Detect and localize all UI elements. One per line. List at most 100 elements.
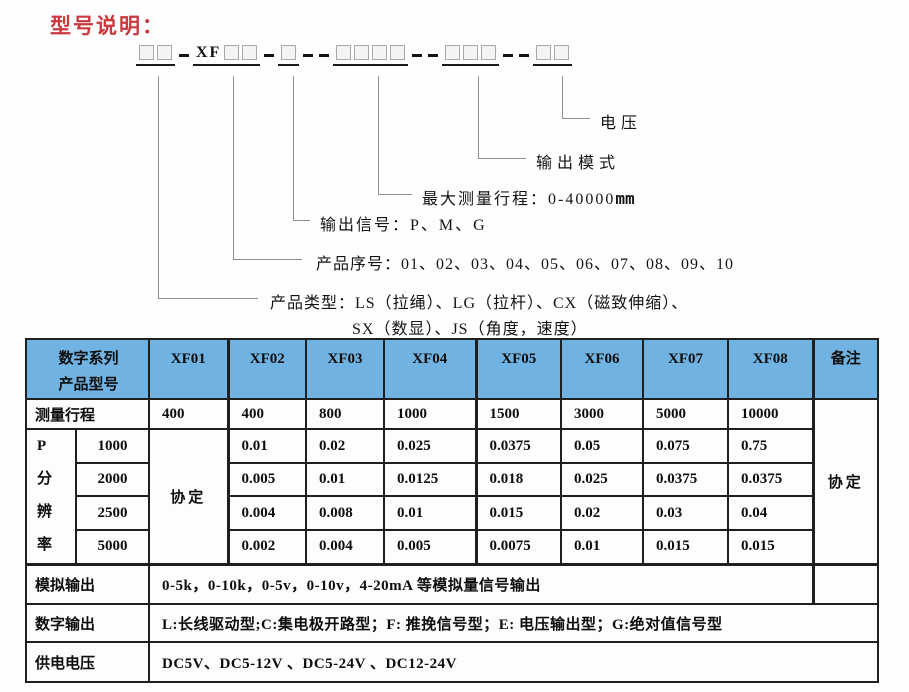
output-mode-label: 输出模式	[536, 155, 621, 172]
res-5000-xf06: 0.01	[560, 529, 645, 565]
connector-line	[478, 76, 480, 158]
connector-line	[293, 76, 295, 220]
model-segment-0	[136, 45, 175, 66]
connector-line	[158, 76, 160, 298]
table-header-series-model: 数字系列 产品型号	[24, 338, 151, 400]
header-cell-remark: 备注	[811, 338, 880, 400]
product-serial-label: 产品序号：01、02、03、04、05、06、07、08、09、10	[316, 256, 735, 273]
model-segment-4	[278, 45, 300, 66]
res-2000-xf07: 0.0375	[642, 462, 730, 497]
blank-box	[139, 45, 154, 60]
connector-line	[293, 220, 310, 222]
page-title: 型号说明：	[50, 15, 165, 38]
resolution-level-2500: 2500	[74, 495, 151, 531]
connector-line	[233, 76, 235, 259]
blank-box	[463, 45, 479, 60]
header-cell-xf03: XF03	[305, 338, 386, 400]
dash-separator	[412, 53, 439, 67]
model-segment-2: XF	[193, 44, 261, 66]
res-1000-xf08: 0.75	[727, 428, 815, 464]
row-text-2: DC5V、DC5-12V 、DC5-24V 、DC12-24V	[148, 641, 880, 683]
connector-line	[158, 298, 258, 300]
blank-box	[336, 45, 352, 60]
blank-box	[390, 45, 406, 60]
dash	[412, 53, 423, 57]
product-type-label: 产品类型：LS（拉绳）、LG（拉杆）、CX（磁致伸缩）、 SX（数显）、JS（角…	[270, 289, 688, 339]
remark-merged-cell: 协定	[811, 398, 880, 565]
res-5000-xf05: 0.0075	[474, 529, 563, 565]
header-cell-xf05: XF05	[474, 338, 563, 400]
model-segment-8	[442, 45, 500, 66]
resolution-level-5000: 5000	[74, 529, 151, 565]
blank-box	[242, 45, 258, 60]
res-2500-xf04: 0.01	[383, 495, 478, 531]
dash-separator	[303, 53, 330, 67]
connector-line	[478, 158, 526, 160]
header-line: 产品型号	[58, 377, 119, 393]
blank-box	[445, 45, 461, 60]
max-travel-text: 最大测量行程：0-40000	[422, 191, 616, 208]
res-5000-xf04: 0.005	[383, 529, 478, 565]
header-line: 数字系列	[58, 351, 119, 367]
connector-line	[378, 194, 412, 196]
model-prefix-xf: XF	[196, 44, 222, 61]
res-2500-xf06: 0.02	[560, 495, 645, 531]
res-2500-xf08: 0.04	[727, 495, 815, 531]
header-cell-xf01: XF01	[148, 338, 230, 400]
max-travel-label: 最大测量行程：0-40000mm	[422, 185, 635, 209]
header-cell-xf02: XF02	[226, 338, 308, 400]
dash-separator	[179, 53, 189, 67]
res-2500-xf07: 0.03	[642, 495, 730, 531]
connector-line	[562, 76, 564, 118]
connector-line	[562, 118, 590, 120]
header-cell-xf07: XF07	[642, 338, 730, 400]
blank-box	[554, 45, 570, 60]
blank-box	[354, 45, 370, 60]
res-1000-xf02: 0.01	[226, 428, 308, 464]
res-2500-xf02: 0.004	[226, 495, 308, 531]
travel-xf05: 1500	[474, 398, 563, 430]
res-1000-xf06: 0.05	[560, 428, 645, 464]
connector-line	[378, 76, 380, 194]
travel-xf08: 10000	[727, 398, 815, 430]
res-2000-xf05: 0.018	[474, 462, 563, 497]
travel-xf07: 5000	[642, 398, 730, 430]
res-2000-xf02: 0.005	[226, 462, 308, 497]
header-cell-xf08: XF08	[727, 338, 815, 400]
blank-box	[481, 45, 497, 60]
model-segment-10	[533, 45, 573, 66]
resolution-level-2000: 2000	[74, 462, 151, 497]
res-1000-xf07: 0.075	[642, 428, 730, 464]
travel-xf06: 3000	[560, 398, 645, 430]
voltage-label: 电压	[600, 115, 643, 132]
blank-box	[536, 45, 552, 60]
dash	[179, 53, 189, 57]
dash	[503, 53, 514, 57]
res-2000-xf03: 0.01	[305, 462, 386, 497]
resolution-level-1000: 1000	[74, 428, 151, 464]
blank-box	[224, 45, 240, 60]
travel-xf04: 1000	[383, 398, 478, 430]
blank-box	[372, 45, 388, 60]
res-1000-xf03: 0.02	[305, 428, 386, 464]
travel-xf01: 400	[148, 398, 230, 430]
product-type-line1: 产品类型：LS（拉绳）、LG（拉杆）、CX（磁致伸缩）、	[270, 295, 689, 312]
row-label-0: 模拟输出	[24, 562, 151, 605]
spec-table: 数字系列 产品型号 XF01 XF02 XF03 XF04 XF05 XF06 XF07 XF08…	[24, 338, 880, 683]
dash-separator	[264, 53, 275, 67]
model-number-format: XF	[136, 40, 573, 67]
res-2500-xf05: 0.015	[474, 495, 563, 531]
dash	[303, 53, 314, 57]
dash-separator	[503, 53, 530, 67]
blank-box	[157, 45, 172, 60]
res-5000-xf02: 0.002	[226, 529, 308, 565]
max-travel-unit: mm	[615, 189, 635, 208]
resolution-label-char: P	[37, 438, 47, 455]
resolution-label-char: 分	[37, 471, 53, 488]
resolution-label-char: 辨	[37, 504, 53, 521]
res-2000-xf06: 0.025	[560, 462, 645, 497]
row-text-1: L:长线驱动型;C:集电极开路型；F: 推挽信号型；E: 电压输出型；G:绝对值…	[148, 603, 880, 643]
res-1000-xf04: 0.025	[383, 428, 478, 464]
row-label-1: 数字输出	[24, 603, 151, 643]
